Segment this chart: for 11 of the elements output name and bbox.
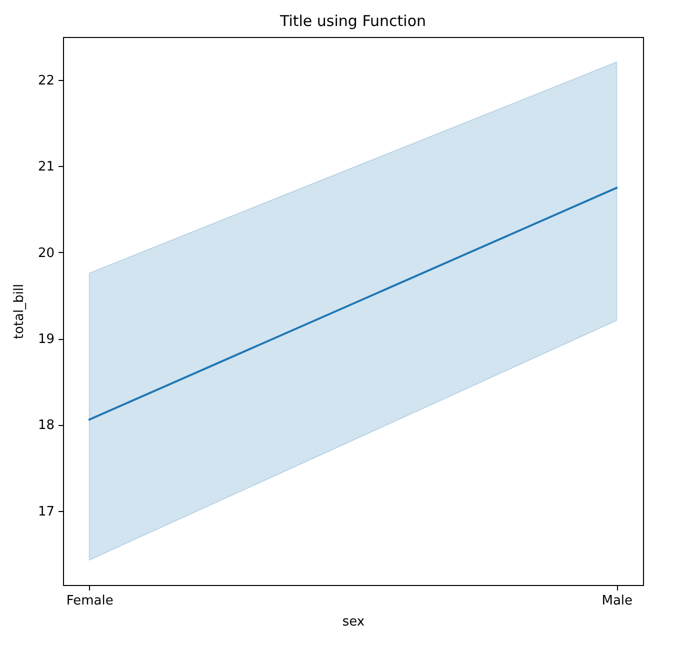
y-tick-label: 17 [38,504,54,520]
x-tick-label: Female [66,594,114,608]
y-tick-label: 18 [38,418,54,434]
y-axis-title: total_bill [12,284,27,340]
y-tick-label: 21 [38,160,54,175]
y-tick-label: 20 [38,246,54,261]
x-axis-title: sex [342,614,365,630]
x-tick-label: Male [602,594,633,608]
chart-title: Title using Function [278,12,426,30]
y-tick-label: 22 [38,74,54,89]
y-tick-label: 19 [38,332,54,348]
